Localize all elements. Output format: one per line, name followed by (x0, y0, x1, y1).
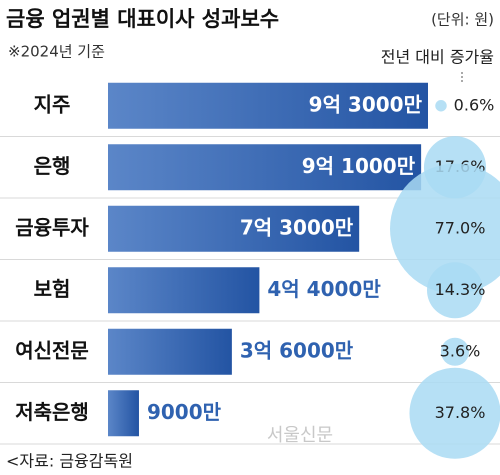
category-label: 지주 (34, 92, 71, 116)
bar (108, 205, 360, 252)
bar (108, 390, 139, 437)
category-label: 여신전문 (15, 338, 89, 362)
source: <자료: 금융감독원 (6, 452, 133, 471)
value-label: 7억 3000만 (240, 215, 354, 239)
chart-title: 금융 업권별 대표이사 성과보수 (6, 7, 279, 31)
growth-label: 37.8% (435, 403, 486, 422)
growth-label: 3.6% (440, 341, 481, 360)
growth-label: 0.6% (454, 95, 495, 114)
value-label: 9억 1000만 (302, 154, 416, 178)
category-label: 은행 (34, 154, 71, 178)
bar (108, 82, 428, 129)
growth-label: 14.3% (435, 280, 486, 299)
bar (108, 328, 232, 375)
value-label: 9억 3000만 (309, 92, 423, 116)
growth-bubble (426, 262, 484, 319)
growth-bubble (409, 367, 500, 459)
bar (108, 267, 260, 314)
watermark: 서울신문 (267, 425, 333, 446)
bar (108, 144, 422, 191)
note: ※2024년 기준 (8, 43, 105, 61)
growth-title: 전년 대비 증가율 (381, 48, 494, 67)
growth-bubble (435, 100, 447, 112)
category-label: 보험 (34, 277, 71, 301)
value-label: 4억 4000만 (267, 277, 381, 301)
unit: (단위: 원) (431, 11, 494, 29)
growth-label: 77.0% (435, 218, 486, 237)
growth-bubble (390, 163, 500, 294)
growth-bubble (440, 337, 470, 366)
value-label: 3억 6000만 (240, 338, 354, 362)
value-label: 9000만 (147, 400, 222, 424)
category-label: 금융투자 (15, 215, 89, 239)
category-label: 저축은행 (15, 400, 89, 424)
